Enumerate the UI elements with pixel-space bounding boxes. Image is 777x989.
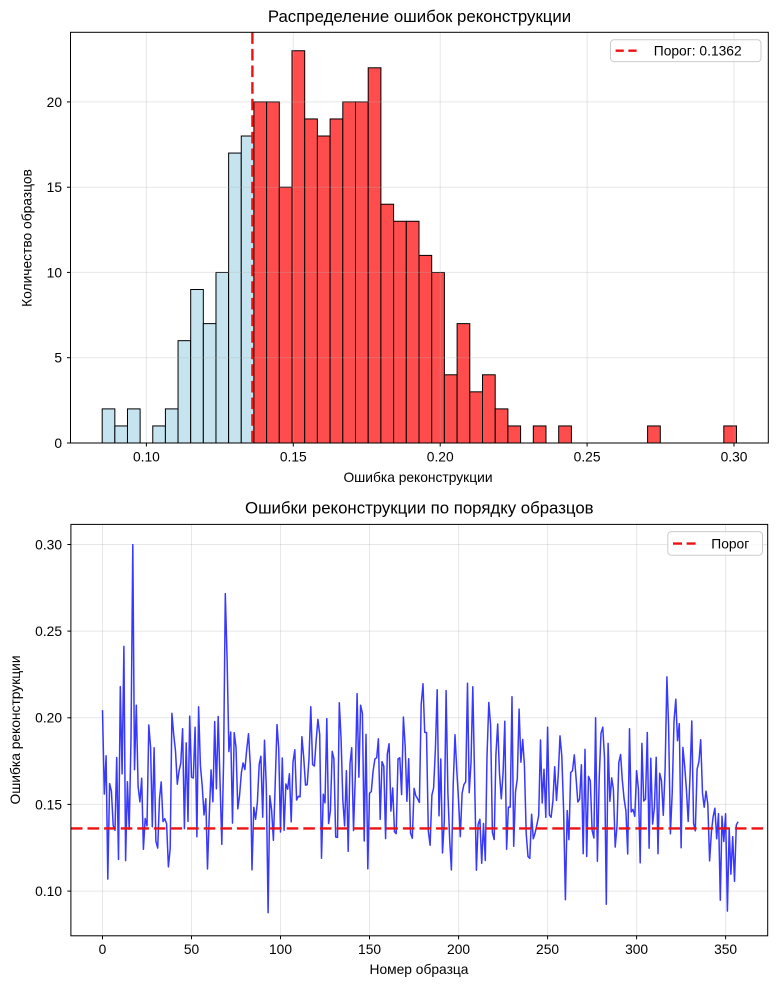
svg-text:0.25: 0.25 [35, 624, 62, 639]
svg-text:0.25: 0.25 [574, 449, 601, 464]
svg-text:0: 0 [54, 436, 62, 451]
svg-text:250: 250 [536, 942, 559, 957]
svg-text:0.10: 0.10 [35, 884, 62, 899]
svg-text:Ошибка реконструкции: Ошибка реконструкции [8, 655, 23, 804]
svg-text:Количество образцов: Количество образцов [20, 169, 35, 307]
svg-text:20: 20 [47, 95, 63, 110]
svg-text:0.15: 0.15 [35, 797, 62, 812]
svg-text:0.30: 0.30 [35, 537, 62, 552]
svg-text:Номер образца: Номер образца [370, 962, 469, 977]
svg-text:50: 50 [184, 942, 200, 957]
svg-text:10: 10 [47, 265, 63, 280]
svg-text:0: 0 [99, 942, 107, 957]
svg-text:150: 150 [358, 942, 381, 957]
svg-text:Ошибка реконструкции: Ошибка реконструкции [343, 470, 492, 485]
svg-text:0.20: 0.20 [427, 449, 454, 464]
svg-text:0.10: 0.10 [133, 449, 160, 464]
svg-text:0.20: 0.20 [35, 711, 62, 726]
svg-text:200: 200 [447, 942, 470, 957]
svg-text:Порог: 0.1362: Порог: 0.1362 [654, 43, 742, 58]
svg-text:300: 300 [625, 942, 648, 957]
svg-text:350: 350 [714, 942, 737, 957]
svg-text:15: 15 [47, 180, 63, 195]
svg-text:Распределение ошибок реконстру: Распределение ошибок реконструкции [268, 7, 571, 26]
svg-text:0.30: 0.30 [721, 449, 748, 464]
svg-text:5: 5 [54, 351, 62, 366]
svg-text:100: 100 [269, 942, 292, 957]
svg-text:0.15: 0.15 [280, 449, 307, 464]
svg-text:Порог: Порог [711, 536, 749, 551]
svg-text:Ошибки реконструкции по порядк: Ошибки реконструкции по порядку образцов [245, 499, 594, 518]
